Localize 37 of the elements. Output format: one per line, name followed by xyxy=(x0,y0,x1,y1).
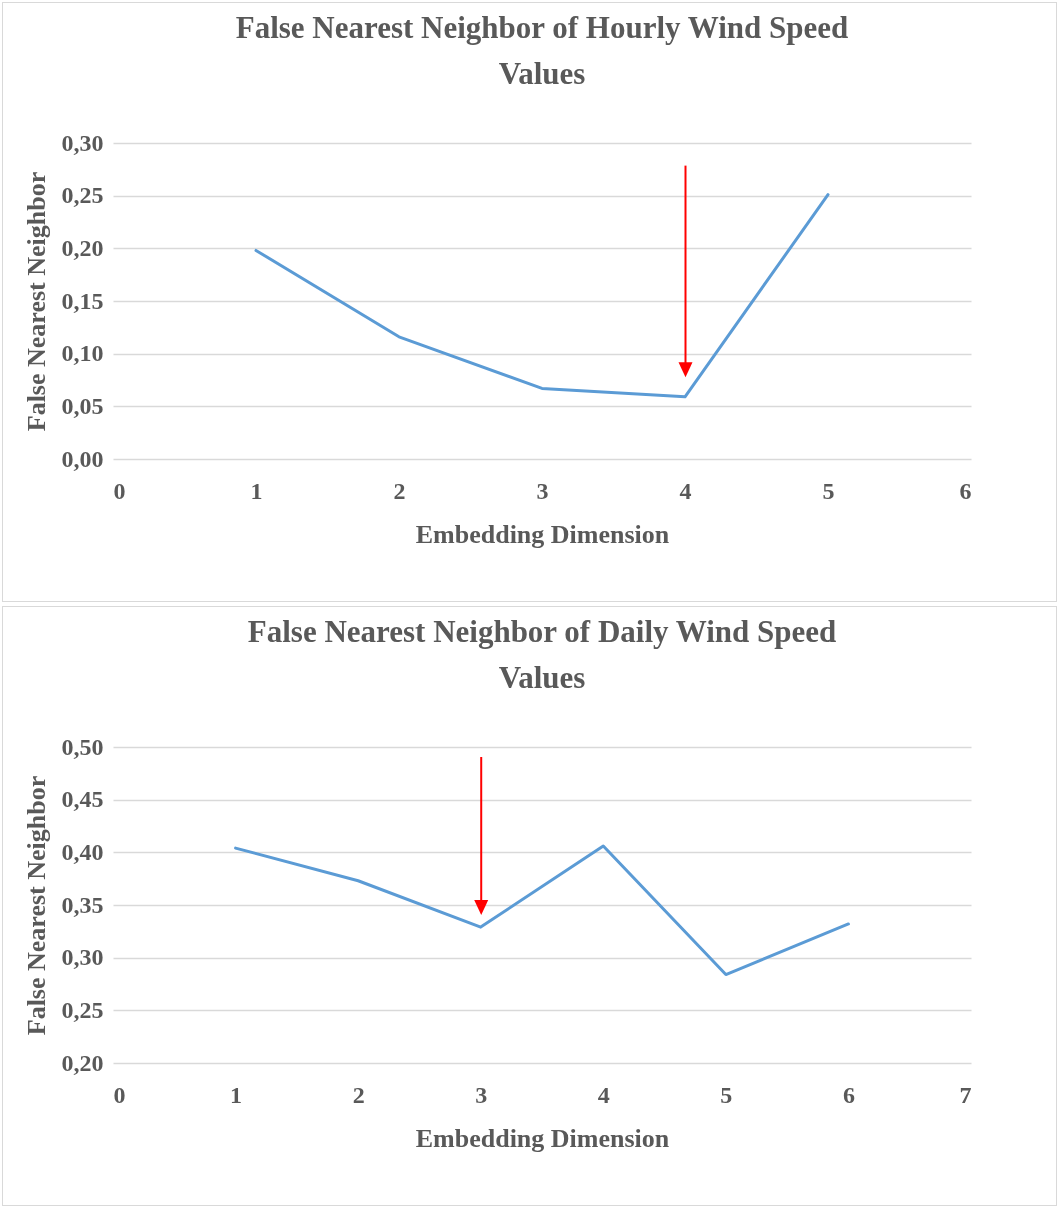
x-tick-label: 4 xyxy=(597,1081,610,1108)
y-tick-label: 0,25 xyxy=(61,182,104,209)
y-tick-label: 0,30 xyxy=(61,129,104,156)
x-tick-label: 5 xyxy=(822,477,835,504)
y-axis-title: False Nearest Neighbor xyxy=(21,171,51,432)
line-series xyxy=(234,844,850,977)
x-axis-title: Embedding Dimension xyxy=(415,1123,670,1153)
y-tick-label: 0,40 xyxy=(61,838,104,865)
y-tick-label: 0,15 xyxy=(61,287,104,314)
x-tick-label: 1 xyxy=(250,477,263,504)
y-tick-label: 0,20 xyxy=(61,234,104,261)
line-series xyxy=(254,193,830,399)
chart-title: False Nearest Neighbor of Hourly Wind Speed Values xyxy=(235,10,849,91)
y-tick-label: 0,25 xyxy=(61,996,104,1023)
chart-title: False Nearest Neighbor of Daily Wind Speed Values xyxy=(247,614,837,695)
y-axis-title: False Nearest Neighbor xyxy=(21,775,51,1036)
y-tick-label: 0,10 xyxy=(61,340,104,367)
y-tick-label: 0,45 xyxy=(61,786,104,813)
x-axis-title: Embedding Dimension xyxy=(415,519,670,549)
x-tick-label: 1 xyxy=(230,1081,243,1108)
x-tick-label: 6 xyxy=(959,477,972,504)
x-tick-label: 4 xyxy=(679,477,692,504)
y-tick-label: 0,05 xyxy=(61,392,104,419)
x-tick-label: 2 xyxy=(352,1081,365,1108)
x-tick-label: 5 xyxy=(720,1081,733,1108)
y-tick-label: 0,20 xyxy=(61,1049,104,1076)
x-tick-label: 3 xyxy=(536,477,549,504)
x-tick-label: 2 xyxy=(393,477,406,504)
y-tick-label: 0,00 xyxy=(61,445,104,472)
x-tick-label: 0 xyxy=(113,1081,126,1108)
x-tick-label: 3 xyxy=(475,1081,488,1108)
x-tick-label: 0 xyxy=(113,477,126,504)
y-tick-label: 0,35 xyxy=(61,891,104,918)
x-tick-label: 6 xyxy=(842,1081,855,1108)
y-tick-label: 0,50 xyxy=(61,733,104,760)
y-tick-label: 0,30 xyxy=(61,944,104,971)
x-tick-label: 7 xyxy=(959,1081,972,1108)
